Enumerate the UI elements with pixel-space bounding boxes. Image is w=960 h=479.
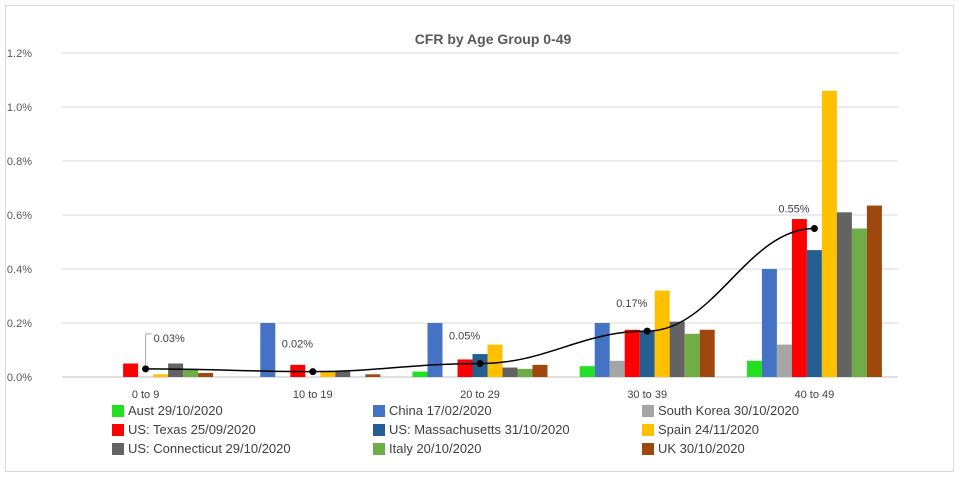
bar (487, 344, 503, 377)
legend-label: Aust 29/10/2020 (128, 403, 223, 418)
bar (669, 321, 685, 377)
legend-label: Spain 24/11/2020 (658, 422, 759, 437)
bar (699, 329, 715, 377)
x-tick-label: 30 to 39 (627, 389, 667, 401)
y-tick-label: 1.2% (7, 48, 32, 60)
legend-label: UK 30/10/2020 (658, 441, 745, 456)
y-axis: 0.0% 0.2% 0.4% 0.6% 0.8% 1.0% 1.2% (7, 48, 32, 384)
bar (791, 219, 807, 377)
trend-data-label: 0.05% (449, 331, 480, 343)
legend-label: China 17/02/2020 (389, 403, 492, 418)
bar (866, 205, 882, 377)
y-tick-label: 0.2% (7, 318, 32, 330)
bar (198, 372, 214, 377)
x-axis: 0 to 9 10 to 19 20 to 29 30 to 39 40 to 49 (132, 389, 834, 401)
x-tick-label: 10 to 19 (293, 389, 333, 401)
trend-point (643, 327, 651, 335)
y-tick-label: 0.0% (7, 372, 32, 384)
legend-item: Italy 20/10/2020 (373, 441, 482, 456)
bar (851, 228, 867, 377)
trend-point (142, 365, 150, 373)
legend-label: Italy 20/10/2020 (389, 441, 482, 456)
legend-swatch (112, 423, 124, 436)
legend-label: US: Connecticut 29/10/2020 (128, 441, 291, 456)
y-tick-label: 0.6% (7, 210, 32, 222)
legend-item: US: Connecticut 29/10/2020 (112, 441, 291, 456)
bar (517, 368, 533, 377)
bar (761, 269, 777, 377)
bar-series (123, 90, 882, 378)
trend-data-label: 0.55% (778, 204, 809, 216)
bar (776, 344, 792, 377)
bar (320, 371, 336, 377)
trend-data-label: 0.03% (154, 333, 185, 345)
trend-point (810, 225, 818, 232)
trend-data-label: 0.17% (616, 298, 647, 310)
bar (532, 364, 548, 377)
bar (836, 212, 852, 377)
bar (624, 329, 640, 377)
bar (806, 250, 822, 377)
bar (457, 359, 473, 377)
y-tick-label: 1.0% (7, 102, 32, 114)
bar (579, 366, 595, 377)
legend-item: China 17/02/2020 (373, 403, 492, 418)
legend-item: Spain 24/11/2020 (642, 422, 759, 437)
legend-label: US: Massachusetts 31/10/2020 (389, 422, 570, 437)
legend-swatch (642, 404, 654, 417)
y-tick-label: 0.4% (7, 264, 32, 276)
bar (335, 371, 351, 377)
bar (427, 323, 443, 377)
bar (260, 323, 276, 377)
legend-item: US: Texas 25/09/2020 (112, 422, 256, 437)
average-trend-line: 0.03% 0.02% 0.05% 0.17% 0.55% (142, 204, 818, 376)
legend-swatch (112, 442, 124, 455)
bar (654, 290, 670, 377)
chart-title: CFR by Age Group 0-49 (415, 31, 572, 47)
bar (746, 360, 762, 377)
trend-point (476, 360, 484, 367)
bar (821, 90, 837, 378)
bar (412, 371, 428, 377)
trend-point (309, 368, 317, 376)
legend-swatch (112, 404, 124, 417)
bar (168, 363, 184, 377)
bar (183, 368, 199, 377)
legend-swatch (373, 423, 385, 436)
legend-item: Aust 29/10/2020 (112, 403, 223, 418)
legend-swatch (373, 442, 385, 455)
legend-swatch (642, 442, 654, 455)
x-tick-label: 20 to 29 (460, 389, 500, 401)
bar (153, 374, 169, 377)
legend-item: UK 30/10/2020 (642, 441, 745, 456)
bar (639, 331, 655, 377)
legend-label: South Korea 30/10/2020 (658, 403, 799, 418)
bar (365, 374, 381, 377)
legend-swatch (642, 423, 654, 436)
y-tick-label: 0.8% (7, 156, 32, 168)
bar (502, 367, 518, 377)
legend-label: US: Texas 25/09/2020 (128, 422, 256, 437)
legend-swatch (373, 404, 385, 417)
x-tick-label: 0 to 9 (132, 389, 160, 401)
bar (684, 333, 700, 377)
legend-item: US: Massachusetts 31/10/2020 (373, 422, 570, 437)
legend-item: South Korea 30/10/2020 (642, 403, 799, 418)
bar (123, 363, 139, 377)
bar (609, 360, 625, 377)
trend-data-label: 0.02% (282, 339, 313, 351)
x-tick-label: 40 to 49 (795, 389, 835, 401)
trend-line (145, 227, 815, 373)
bar (594, 323, 610, 377)
